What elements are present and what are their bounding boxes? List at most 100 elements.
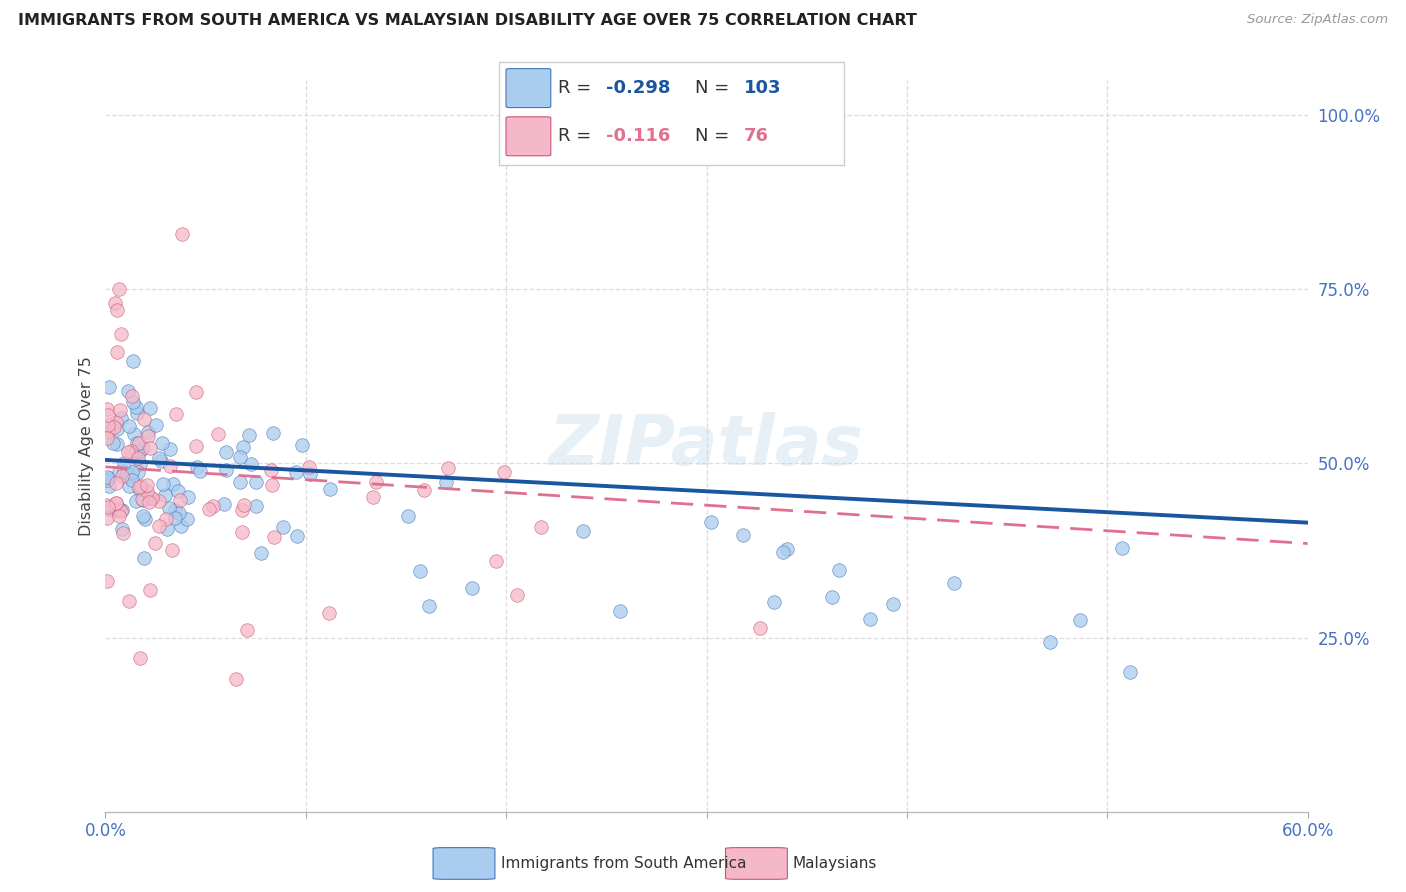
Point (299, 467, 322, 482)
Point (112, 456, 135, 470)
Point (131, 441, 153, 455)
Point (127, 466, 149, 480)
Point (409, 564, 432, 578)
Point (461, 581, 484, 595)
Point (111, 526, 134, 541)
Point (108, 508, 131, 523)
Point (131, 492, 153, 507)
Point (159, 459, 181, 474)
Point (129, 444, 152, 458)
Point (285, 528, 308, 542)
Text: 76: 76 (744, 128, 769, 145)
Point (260, 463, 283, 477)
Point (127, 450, 149, 465)
Point (505, 588, 527, 602)
Point (700, 515, 723, 529)
Point (97, 408, 120, 422)
Point (731, 528, 754, 542)
Point (772, 545, 794, 559)
Point (245, 475, 267, 490)
Point (1111, 541, 1133, 555)
Point (159, 442, 181, 457)
Point (262, 478, 284, 492)
Point (134, 512, 156, 526)
Point (110, 411, 132, 425)
Point (107, 303, 129, 318)
Point (776, 542, 799, 557)
Point (225, 673, 247, 687)
Point (155, 511, 177, 525)
Point (118, 594, 141, 608)
Point (153, 487, 176, 501)
Point (128, 483, 150, 497)
Point (110, 326, 132, 341)
Point (235, 623, 257, 637)
Point (214, 445, 236, 459)
Point (98, 502, 121, 516)
Point (104, 496, 127, 510)
Point (108, 403, 131, 417)
Point (97, 422, 120, 436)
Point (136, 425, 159, 439)
Point (139, 441, 162, 455)
Point (124, 443, 146, 458)
Point (134, 551, 156, 566)
Point (104, 296, 127, 310)
Point (111, 502, 134, 516)
Point (141, 491, 163, 505)
Point (437, 461, 460, 475)
Text: -0.298: -0.298 (606, 79, 671, 97)
Point (135, 483, 157, 498)
Point (105, 422, 128, 436)
Point (412, 483, 434, 497)
Point (198, 502, 221, 516)
Point (229, 450, 252, 465)
Point (97, 425, 120, 439)
Point (125, 494, 148, 508)
Point (188, 464, 211, 478)
Point (859, 612, 882, 626)
Point (128, 481, 150, 495)
Text: R =: R = (558, 79, 596, 97)
Point (148, 450, 170, 465)
Point (136, 478, 159, 492)
Text: Malaysians: Malaysians (793, 856, 877, 871)
Point (139, 582, 162, 597)
Point (107, 502, 129, 516)
Point (121, 465, 143, 479)
Point (105, 415, 128, 429)
Point (245, 500, 267, 514)
Point (101, 435, 124, 450)
Point (285, 465, 308, 479)
Point (149, 454, 172, 468)
Point (117, 418, 139, 433)
Point (165, 407, 187, 421)
Point (148, 494, 170, 508)
Point (124, 427, 146, 442)
Point (821, 590, 844, 604)
Point (167, 507, 190, 521)
Point (170, 227, 193, 241)
Point (163, 502, 186, 516)
Text: Source: ZipAtlas.com: Source: ZipAtlas.com (1247, 13, 1388, 27)
FancyBboxPatch shape (506, 117, 551, 156)
Point (530, 519, 553, 533)
Point (156, 522, 179, 536)
Point (131, 508, 153, 523)
Point (1119, 665, 1142, 680)
Point (107, 436, 129, 450)
Point (96, 402, 118, 417)
Point (157, 500, 180, 515)
Point (104, 495, 127, 509)
Point (485, 554, 508, 568)
Point (121, 473, 143, 487)
Point (118, 478, 141, 492)
Point (232, 441, 254, 455)
FancyBboxPatch shape (725, 847, 787, 880)
Point (169, 492, 191, 507)
Point (152, 436, 174, 450)
Point (108, 282, 131, 296)
Point (98, 380, 121, 394)
Point (231, 502, 253, 516)
Point (112, 464, 135, 478)
